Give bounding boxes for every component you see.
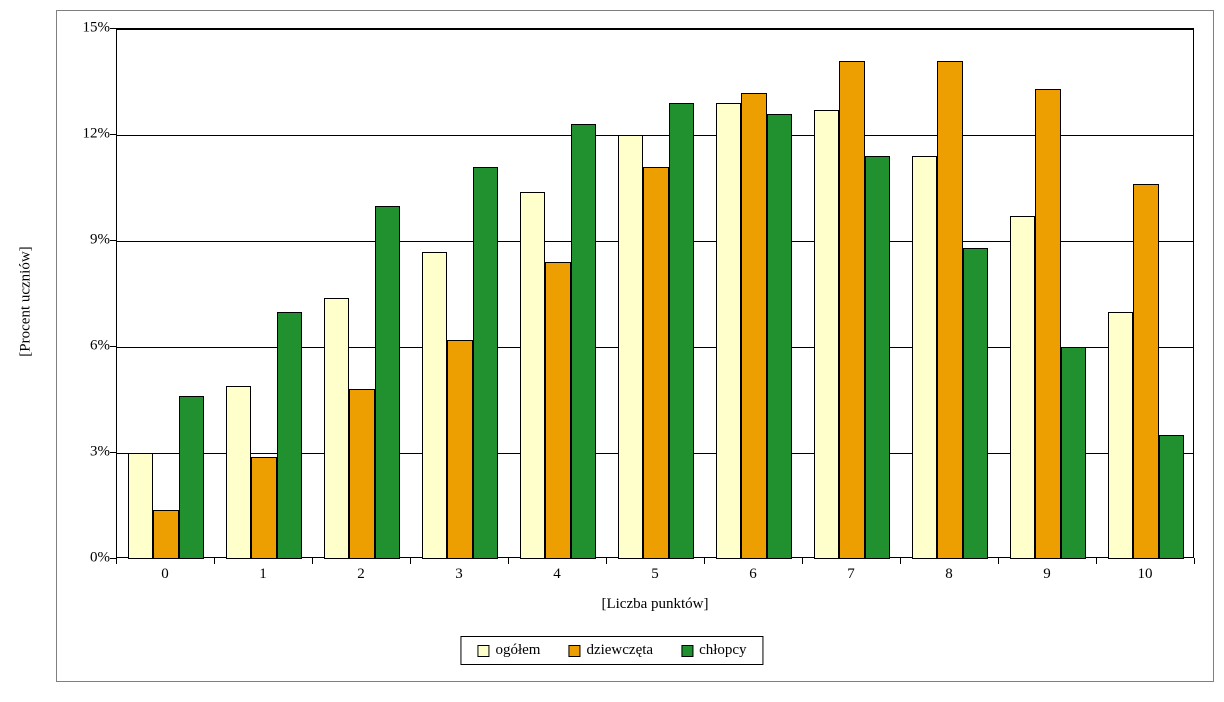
bar: [865, 156, 890, 559]
bar: [716, 103, 741, 559]
bar: [912, 156, 937, 559]
x-tick-mark: [1096, 558, 1097, 564]
bar: [473, 167, 498, 559]
legend-swatch: [477, 645, 489, 657]
x-tick-label: 3: [439, 566, 479, 583]
bar: [349, 389, 374, 559]
bar: [251, 457, 276, 559]
x-tick-mark: [116, 558, 117, 564]
y-tick-mark: [110, 346, 116, 347]
bar: [937, 61, 962, 559]
bar: [814, 110, 839, 559]
y-tick-label: 15%: [60, 20, 110, 37]
x-tick-label: 5: [635, 566, 675, 583]
legend: ogółem dziewczęta chłopcy: [460, 636, 763, 665]
legend-label: dziewczęta: [586, 642, 653, 659]
bar: [669, 103, 694, 559]
x-tick-label: 1: [243, 566, 283, 583]
y-tick-mark: [110, 452, 116, 453]
y-tick-label: 3%: [60, 444, 110, 461]
bar: [963, 248, 988, 559]
bar: [277, 312, 302, 559]
bar: [179, 396, 204, 559]
bar: [1061, 347, 1086, 559]
bar: [839, 61, 864, 559]
x-tick-mark: [1194, 558, 1195, 564]
y-tick-label: 6%: [60, 338, 110, 355]
chart-container: 0% 3% 6% 9% 12% 15% 0 1 2 3 4 5 6 7 8 9 10 [Procent ucz…: [0, 0, 1224, 702]
bar: [520, 192, 545, 559]
bar: [618, 135, 643, 559]
bar: [1159, 435, 1184, 559]
y-axis-label-text: [Procent uczniów]: [18, 246, 35, 356]
legend-label: chłopcy: [699, 642, 746, 659]
x-tick-label: 6: [733, 566, 773, 583]
x-tick-label: 2: [341, 566, 381, 583]
y-tick-mark: [110, 240, 116, 241]
x-tick-label: 7: [831, 566, 871, 583]
legend-label: ogółem: [495, 642, 540, 659]
x-tick-label: 9: [1027, 566, 1067, 583]
bar: [545, 262, 570, 559]
bar: [1010, 216, 1035, 559]
x-tick-mark: [312, 558, 313, 564]
bar: [422, 252, 447, 559]
bar: [375, 206, 400, 559]
x-tick-label: 10: [1125, 566, 1165, 583]
x-tick-mark: [998, 558, 999, 564]
bar: [1108, 312, 1133, 559]
gridline: [117, 29, 1193, 30]
bar: [128, 453, 153, 559]
y-tick-label: 0%: [60, 550, 110, 567]
bar: [571, 124, 596, 559]
bar: [1133, 184, 1158, 559]
y-tick-mark: [110, 28, 116, 29]
x-axis-label: [Liczba punktów]: [116, 596, 1194, 613]
bar: [1035, 89, 1060, 559]
legend-item: dziewczęta: [568, 642, 653, 659]
x-tick-label: 0: [145, 566, 185, 583]
x-tick-mark: [606, 558, 607, 564]
x-axis-label-text: [Liczba punktów]: [601, 596, 708, 612]
bar: [447, 340, 472, 559]
x-tick-mark: [508, 558, 509, 564]
y-tick-label: 9%: [60, 232, 110, 249]
legend-item: ogółem: [477, 642, 540, 659]
bar: [741, 93, 766, 559]
bar: [153, 510, 178, 559]
y-tick-mark: [110, 134, 116, 135]
bar: [643, 167, 668, 559]
bar: [324, 298, 349, 559]
bar: [226, 386, 251, 559]
y-tick-label: 12%: [60, 126, 110, 143]
legend-item: chłopcy: [681, 642, 746, 659]
x-tick-mark: [802, 558, 803, 564]
x-tick-mark: [704, 558, 705, 564]
bar: [767, 114, 792, 559]
legend-swatch: [568, 645, 580, 657]
legend-swatch: [681, 645, 693, 657]
x-tick-mark: [214, 558, 215, 564]
gridline: [117, 135, 1193, 136]
plot-area: [116, 28, 1194, 558]
x-tick-label: 4: [537, 566, 577, 583]
x-tick-mark: [410, 558, 411, 564]
x-tick-mark: [900, 558, 901, 564]
x-tick-label: 8: [929, 566, 969, 583]
